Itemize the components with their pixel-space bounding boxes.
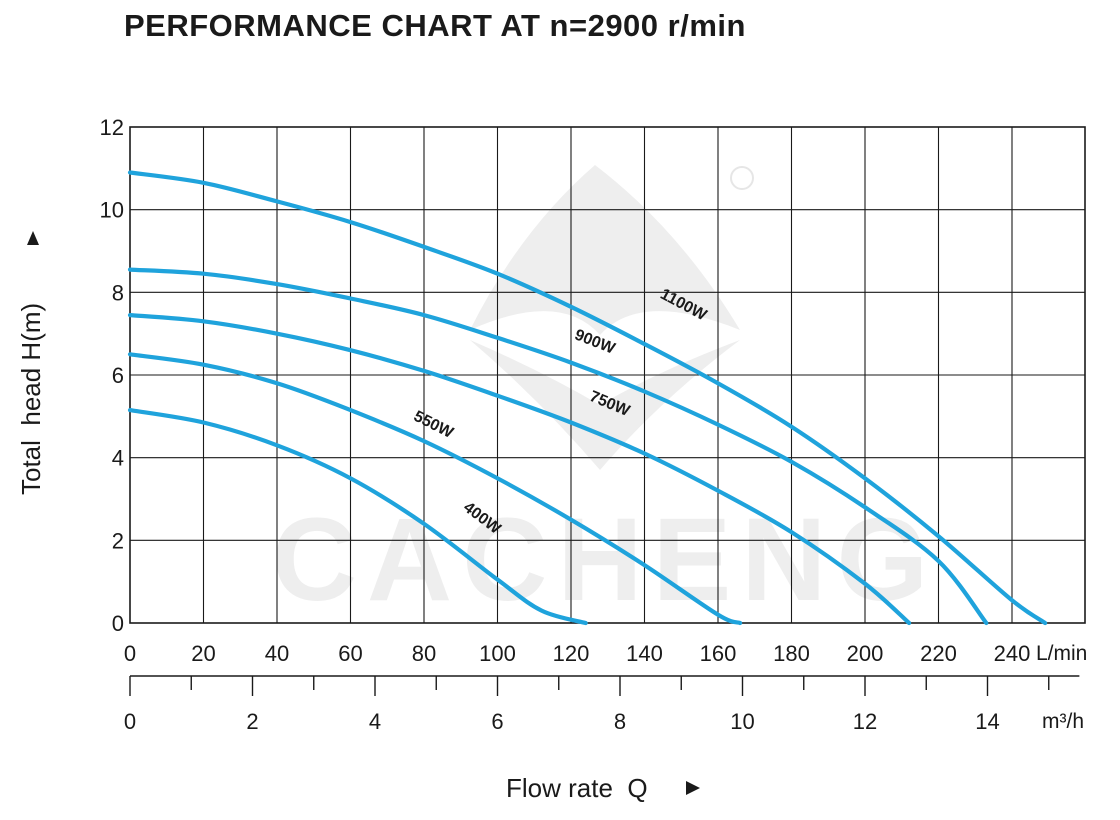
x-tick-label: 120	[553, 641, 590, 666]
x-axis-ticks: 0 20 40 60 80 100 120 140 160 180 200 220 240	[124, 641, 1030, 666]
x-tick-label: 60	[338, 641, 362, 666]
y-tick-label: 4	[112, 446, 124, 471]
x-tick-label: 160	[700, 641, 737, 666]
x-tick-label: 140	[626, 641, 663, 666]
x2-tick-label: 6	[491, 709, 503, 734]
y-tick-label: 8	[112, 280, 124, 305]
x2-tick-label: 2	[246, 709, 258, 734]
watermark-text: CACHENG	[272, 494, 939, 626]
x-tick-label: 240	[994, 641, 1031, 666]
y-axis-arrow-icon	[27, 231, 39, 245]
series-curve-550w	[127, 352, 743, 626]
x-tick-label: 180	[773, 641, 810, 666]
x-tick-label: 0	[124, 641, 136, 666]
y-tick-label: 10	[100, 198, 124, 223]
series-curve-750w	[127, 313, 912, 626]
series-label-900w: 900W	[572, 327, 618, 358]
series-curves	[127, 170, 1048, 626]
x2-unit-label: m³/h	[1042, 710, 1084, 733]
y-tick-label: 12	[100, 115, 124, 140]
x2-tick-label: 0	[124, 709, 136, 734]
y-tick-label: 6	[112, 363, 124, 388]
y-tick-label: 0	[112, 611, 124, 636]
chart-title: PERFORMANCE CHART AT n=2900 r/min	[124, 8, 746, 43]
x-axis-label: Flow rate Q	[506, 773, 648, 803]
x-axis-arrow-icon	[686, 781, 700, 795]
y-axis-label: Total head H(m)	[16, 303, 46, 495]
x2-tick-label: 8	[614, 709, 626, 734]
x2-tick-label: 12	[853, 709, 877, 734]
secondary-x-axis: 0 2 4 6 8 10 12 14	[124, 675, 1080, 734]
x-unit-label: L/min	[1036, 642, 1087, 665]
x-tick-label: 220	[920, 641, 957, 666]
series-curve-900w	[127, 267, 989, 626]
series-curve-1100w	[127, 170, 1048, 626]
x2-tick-label: 14	[975, 709, 999, 734]
x2-tick-label: 4	[369, 709, 381, 734]
x2-tick-label: 10	[730, 709, 754, 734]
x-tick-label: 200	[847, 641, 884, 666]
y-tick-label: 2	[112, 528, 124, 553]
series-curve-400w	[127, 408, 588, 626]
x-tick-label: 40	[265, 641, 289, 666]
watermark: CACHENG	[272, 165, 939, 626]
y-axis-ticks: 0 2 4 6 8 10 12	[100, 115, 124, 636]
x-tick-label: 80	[412, 641, 436, 666]
registered-mark	[730, 166, 754, 190]
x-tick-label: 100	[479, 641, 516, 666]
x-tick-label: 20	[191, 641, 215, 666]
watermark-logo-mark	[470, 165, 740, 470]
